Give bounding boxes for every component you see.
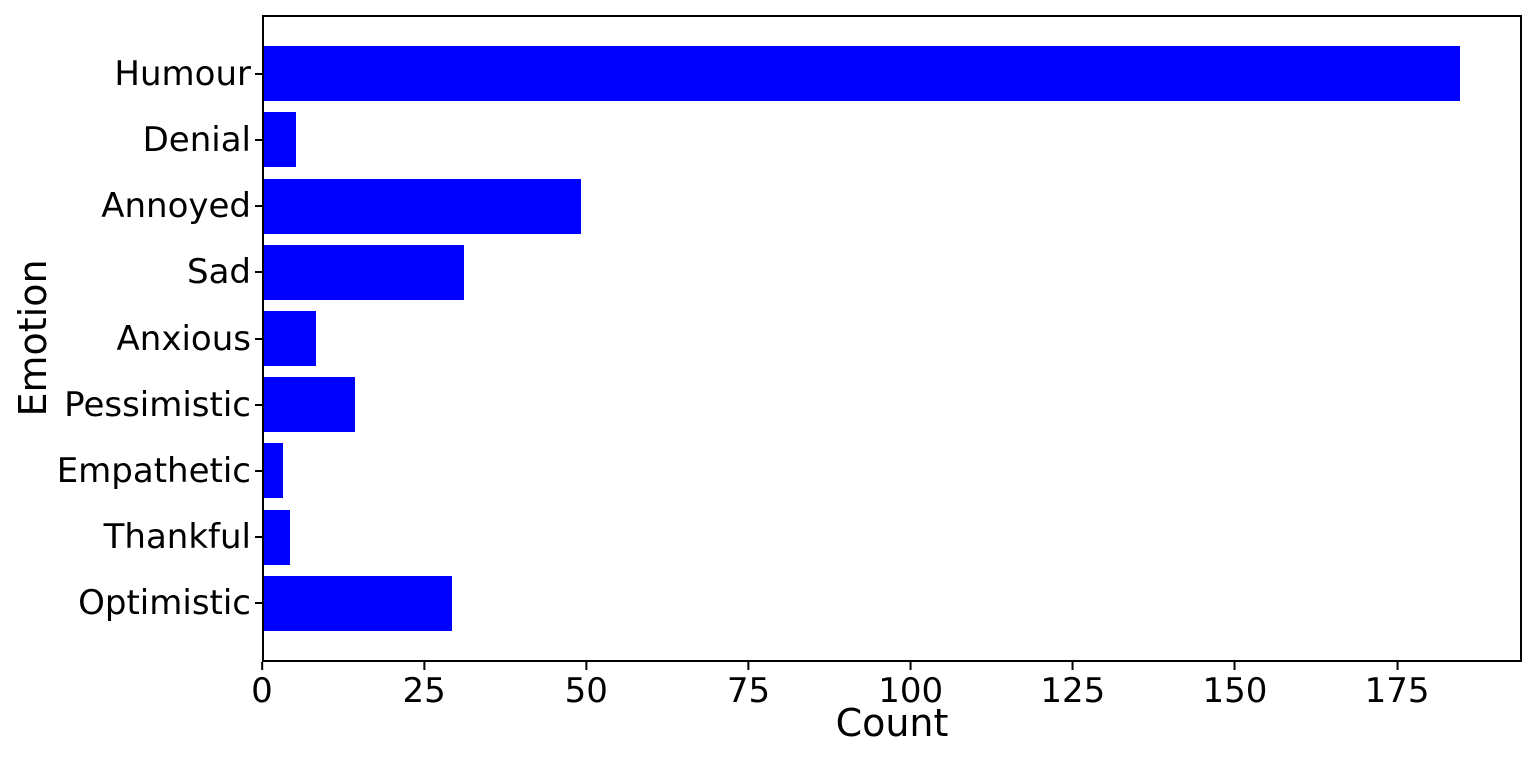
category-label: Optimistic xyxy=(78,583,251,624)
category-row: Thankful xyxy=(104,504,1520,570)
x-tick-mark xyxy=(260,662,263,670)
y-tick-mark xyxy=(255,337,264,340)
category-row: Sad xyxy=(187,239,1520,305)
x-tick-label: 125 xyxy=(1040,671,1106,711)
bar-pessimistic xyxy=(264,377,355,433)
bar-optimistic xyxy=(264,575,452,631)
category-label: Denial xyxy=(142,119,251,160)
category-row: Denial xyxy=(143,107,1520,173)
y-tick-mark xyxy=(255,536,264,539)
x-tick-label: 0 xyxy=(251,671,273,711)
bar-humour xyxy=(264,46,1461,102)
bar-empathetic xyxy=(264,443,284,499)
x-tick-mark xyxy=(747,662,750,670)
bar-sad xyxy=(264,244,465,300)
x-tick: 175 xyxy=(1365,662,1430,708)
bar-anxious xyxy=(264,311,316,367)
x-tick: 100 xyxy=(878,662,943,708)
x-tick-mark xyxy=(1071,662,1074,670)
y-tick-mark xyxy=(255,602,264,605)
category-label: Thankful xyxy=(103,517,251,558)
x-tick-mark xyxy=(1396,662,1399,670)
x-tick-mark xyxy=(423,662,426,670)
y-axis-label: Emotion xyxy=(11,259,55,417)
category-row: Pessimistic xyxy=(64,372,1520,438)
category-row: Optimistic xyxy=(78,570,1520,636)
x-tick: 125 xyxy=(1040,662,1105,708)
category-row: Annoyed xyxy=(101,173,1520,239)
x-tick: 0 xyxy=(251,662,273,708)
x-tick-label: 50 xyxy=(564,671,608,711)
category-label: Empathetic xyxy=(56,450,251,491)
category-label: Pessimistic xyxy=(64,384,251,425)
x-tick: 25 xyxy=(403,662,446,708)
y-tick-mark xyxy=(255,205,264,208)
x-tick-label: 100 xyxy=(878,671,944,711)
bar-annoyed xyxy=(264,178,581,234)
category-label: Sad xyxy=(187,252,251,293)
x-tick-label: 75 xyxy=(726,671,771,711)
category-row: Anxious xyxy=(117,305,1520,371)
x-tick-label: 175 xyxy=(1364,671,1430,711)
category-row: Humour xyxy=(114,41,1520,107)
x-tick-mark xyxy=(585,662,588,670)
category-label: Annoyed xyxy=(101,186,251,227)
y-tick-mark xyxy=(255,403,264,406)
plot-area: Humour Denial Annoyed Sad Anxious Pessimistic… xyxy=(57,15,1522,662)
x-axis-label: Count xyxy=(835,701,949,745)
x-tick: 75 xyxy=(727,662,770,708)
y-tick-mark xyxy=(255,271,264,274)
bar-thankful xyxy=(264,509,290,565)
category-label: Anxious xyxy=(116,318,251,359)
x-tick-mark xyxy=(1233,662,1236,670)
category-row: Empathetic xyxy=(57,438,1520,504)
y-tick-mark xyxy=(255,138,264,141)
y-tick-mark xyxy=(255,72,264,75)
y-tick-mark xyxy=(255,469,264,472)
bar-rows: Humour Denial Annoyed Sad Anxious Pessimistic… xyxy=(57,17,1520,660)
x-tick: 50 xyxy=(565,662,608,708)
x-tick-label: 150 xyxy=(1202,671,1268,711)
bar-denial xyxy=(264,112,297,168)
x-tick: 150 xyxy=(1202,662,1268,711)
x-tick-mark xyxy=(909,662,912,670)
category-label: Humour xyxy=(114,53,251,94)
x-tick-label: 25 xyxy=(402,671,446,711)
